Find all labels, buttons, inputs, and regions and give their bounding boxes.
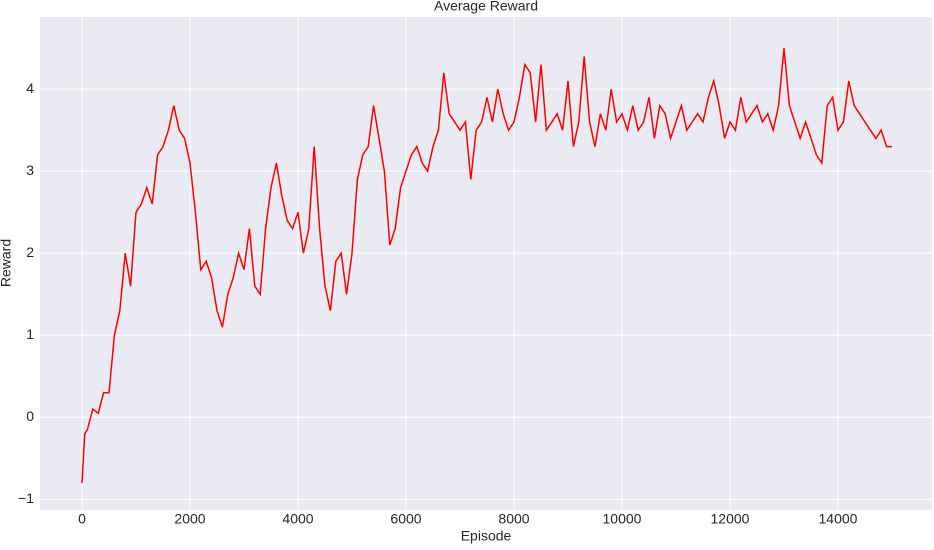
plot-area [40,17,932,510]
y-tick-label: 1 [26,326,34,342]
y-axis-label: Reward [0,239,14,287]
y-tick-label: 4 [26,80,34,96]
x-tick-label: 4000 [282,511,313,527]
y-tick-label: 2 [26,244,34,260]
y-tick-label: 3 [26,162,34,178]
x-tick-label: 14000 [819,511,858,527]
y-tick-label: 0 [26,408,34,424]
y-tick-label: −1 [18,490,34,506]
data-line [81,48,892,483]
x-tick-label: 10000 [603,511,642,527]
x-tick-label: 8000 [498,511,529,527]
x-tick-label: 2000 [174,511,205,527]
x-axis-label: Episode [461,528,512,544]
chart-title: Average Reward [434,0,538,14]
x-tick-label: 6000 [390,511,421,527]
x-tick-label: 0 [78,511,86,527]
x-tick-label: 12000 [711,511,750,527]
